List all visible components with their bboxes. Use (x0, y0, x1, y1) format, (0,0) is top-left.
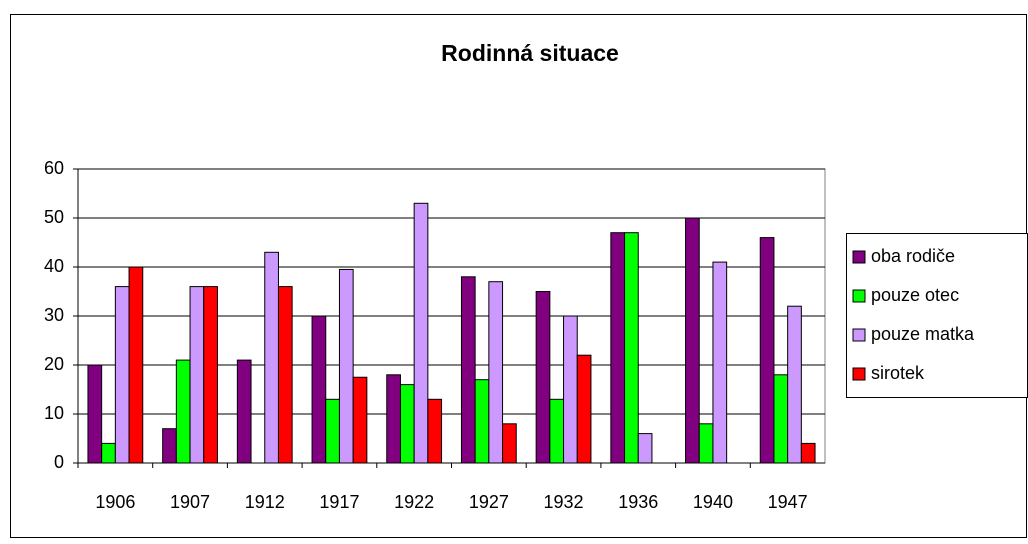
bar (535, 291, 551, 464)
bar (624, 232, 639, 464)
bar (637, 433, 653, 464)
y-tick-label: 20 (44, 354, 64, 374)
x-tick-label: 1932 (544, 492, 584, 512)
bar (759, 237, 775, 464)
legend-label: oba rodiče (871, 246, 955, 266)
bar (712, 261, 728, 464)
legend-swatch (852, 289, 866, 303)
legend-label: pouze otec (871, 285, 959, 305)
x-tick-label: 1927 (469, 492, 509, 512)
y-tick-label: 50 (44, 207, 64, 227)
bar (787, 305, 802, 464)
legend-label: sirotek (871, 363, 925, 383)
legend-label: pouze matka (871, 324, 975, 344)
bar (474, 379, 490, 464)
bar (549, 398, 565, 464)
bar (264, 251, 279, 464)
bar (773, 374, 789, 464)
bar (800, 442, 816, 464)
bar (162, 428, 177, 464)
bar (101, 442, 116, 464)
y-tick-label: 30 (44, 305, 64, 325)
x-tick-label: 1907 (170, 492, 210, 512)
bar (189, 286, 205, 464)
x-tick-label: 1917 (319, 492, 359, 512)
bar (236, 359, 252, 464)
bar (338, 268, 354, 464)
x-tick-label: 1947 (768, 492, 808, 512)
y-tick-label: 40 (44, 256, 64, 276)
x-tick-label: 1922 (394, 492, 434, 512)
bar (87, 364, 103, 464)
bar (460, 276, 476, 464)
y-tick-label: 60 (44, 158, 64, 178)
x-tick-label: 1912 (245, 492, 285, 512)
bar (352, 376, 368, 464)
bar (399, 384, 415, 464)
bar (502, 423, 517, 464)
bar (488, 281, 504, 464)
bar (413, 202, 429, 464)
x-tick-label: 1936 (618, 492, 658, 512)
x-tick-label: 1940 (693, 492, 733, 512)
bar (427, 398, 443, 464)
legend-swatch (852, 328, 866, 342)
bar (311, 315, 327, 464)
y-tick-label: 0 (54, 452, 64, 472)
bar (386, 374, 401, 464)
bar (698, 423, 714, 464)
bar (277, 286, 293, 464)
bar (610, 232, 626, 464)
bar (175, 359, 191, 464)
bar (128, 266, 144, 464)
legend-box (846, 233, 1028, 398)
x-tick-label: 1906 (95, 492, 135, 512)
bar (563, 315, 578, 464)
y-tick-label: 10 (44, 403, 64, 423)
bar (325, 398, 340, 464)
legend-swatch (852, 367, 866, 381)
chart-title: Rodinná situace (441, 40, 619, 66)
bar (685, 217, 700, 464)
bar (203, 286, 218, 464)
bar (114, 286, 130, 464)
legend-swatch (852, 250, 866, 264)
bar (576, 354, 592, 464)
